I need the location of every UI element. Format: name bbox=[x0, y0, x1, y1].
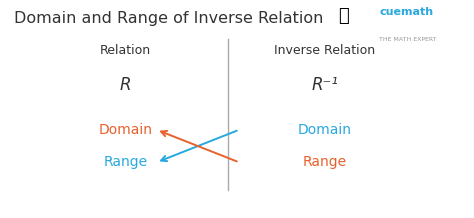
Text: 🚀: 🚀 bbox=[338, 7, 349, 25]
Text: THE MATH EXPERT: THE MATH EXPERT bbox=[379, 37, 437, 42]
Text: Domain and Range of Inverse Relation: Domain and Range of Inverse Relation bbox=[14, 11, 324, 26]
Text: Relation: Relation bbox=[100, 44, 151, 57]
Text: Domain: Domain bbox=[298, 123, 352, 137]
Text: cuemath: cuemath bbox=[379, 7, 433, 17]
Text: Range: Range bbox=[103, 155, 148, 169]
Text: R: R bbox=[120, 76, 131, 94]
Text: R⁻¹: R⁻¹ bbox=[311, 76, 338, 94]
Text: Inverse Relation: Inverse Relation bbox=[274, 44, 375, 57]
Text: Domain: Domain bbox=[99, 123, 153, 137]
Text: Range: Range bbox=[302, 155, 347, 169]
